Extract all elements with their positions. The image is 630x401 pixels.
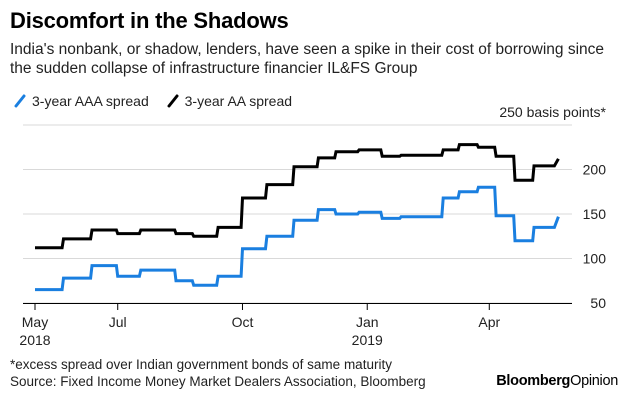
y-tick-label-100: 100 [583, 251, 607, 267]
footnote: *excess spread over Indian government bo… [10, 356, 426, 390]
legend: 3-year AAA spread 3-year AA spread [14, 93, 306, 111]
x-tick-label-0: May [22, 314, 48, 330]
y-axis: 50 100 150 200 250 basis points* [499, 104, 606, 311]
x-tick-sublabel-3: 2019 [352, 332, 383, 348]
x-axis: May 2018 Jul Oct Jan 2019 Apr [19, 303, 572, 348]
footnote-note: *excess spread over Indian government bo… [10, 357, 392, 372]
x-tick-label-4: Apr [478, 314, 500, 330]
legend-item-aaa: 3-year AAA spread [14, 93, 149, 109]
y-tick-label-200: 200 [583, 162, 607, 178]
legend-label-aa: 3-year AA spread [184, 93, 293, 109]
x-tick-label-2: Oct [232, 314, 254, 330]
brand-main: Bloomberg [496, 373, 571, 389]
x-tick-label-1: Jul [109, 314, 127, 330]
series-lines [35, 143, 560, 292]
brand-logo: BloombergOpinion [496, 373, 618, 389]
legend-item-aa: 3-year AA spread [167, 93, 292, 109]
series-line-aa [35, 143, 560, 250]
x-tick-label-3: Jan [356, 314, 379, 330]
y-tick-label-50: 50 [590, 295, 606, 311]
y-tick-label-150: 150 [583, 206, 607, 222]
grid [23, 124, 572, 304]
legend-label-aaa: 3-year AAA spread [32, 93, 149, 109]
chart-title: Discomfort in the Shadows [10, 8, 289, 33]
chart-subtitle: India's nonbank, or shadow, lenders, hav… [10, 41, 605, 77]
y-unit-label: 250 basis points* [499, 104, 606, 120]
footnote-source: Source: Fixed Income Money Market Dealer… [10, 374, 426, 389]
x-tick-sublabel-0: 2018 [19, 332, 50, 348]
brand-sub: Opinion [570, 373, 618, 389]
legend-swatch-aaa [14, 94, 26, 108]
legend-swatch-aa [167, 94, 179, 108]
series-line-aaa [35, 185, 560, 292]
